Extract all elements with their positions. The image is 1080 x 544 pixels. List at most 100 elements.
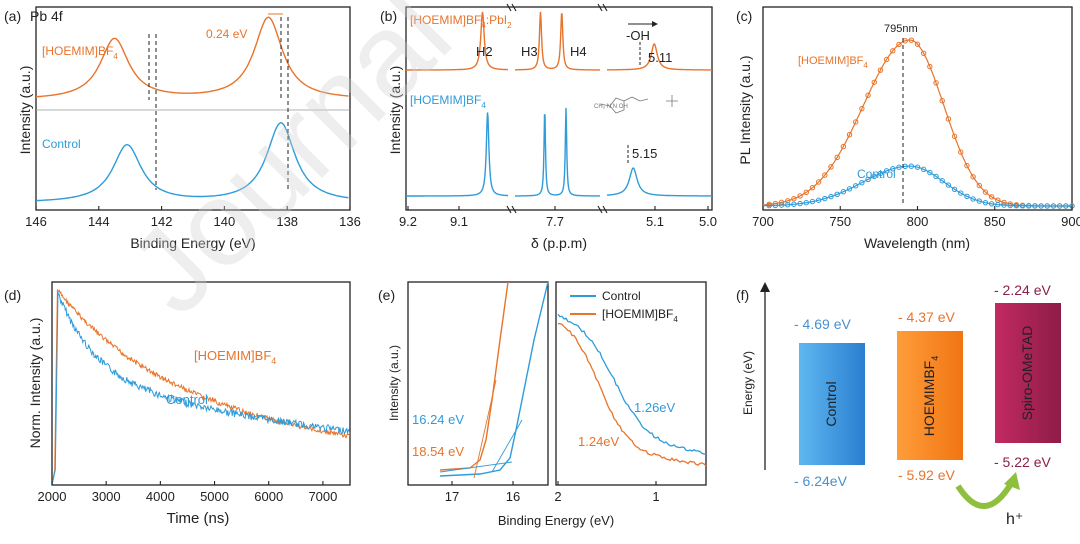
panel-c-marker-control xyxy=(772,202,779,209)
panel-c-marker-hoemim xyxy=(908,37,915,43)
panel-a-title: Pb 4f xyxy=(30,8,63,24)
panel-c-marker-control xyxy=(1001,202,1007,208)
panel-e-blue-cut: 16.24 eV xyxy=(412,412,464,427)
panel-c-marker-hoemim xyxy=(871,79,877,85)
panel-b-bottom-label: [HOEMIM]BF4 xyxy=(410,93,486,110)
panel-a-ylabel: Intensity (a.u.) xyxy=(17,66,33,155)
panel-d-tick-label-4: 6000 xyxy=(254,489,283,504)
panel-c-marker-hoemim xyxy=(890,48,896,54)
panel-c-marker-control xyxy=(896,164,902,170)
panel-e: (e) 16.24 eV 18.54 eV 1.26eV 1.24eV Cont… xyxy=(378,281,707,528)
panel-e-right-frame xyxy=(555,281,707,486)
panel-a: (a) Pb 4f 146 144 142 140 138 136 [HOEMIM]BF4… xyxy=(4,6,361,251)
panel-f-bar-hoemim xyxy=(897,331,963,460)
panel-e-ylabel: Intensity (a.u.) xyxy=(387,345,401,421)
panel-c-marker-control xyxy=(945,182,952,188)
panel-c-tick-label-2: 800 xyxy=(907,214,929,229)
panel-c-x-ticks: 700 750 800 850 900 xyxy=(752,206,1080,229)
panel-a-x-ticks: 146 144 142 140 138 136 xyxy=(25,206,361,229)
panel-c-marker-control xyxy=(951,186,958,192)
panel-d-tick-label-2: 4000 xyxy=(146,489,175,504)
panel-c-marker-control xyxy=(785,202,791,208)
panel-c-marker-control xyxy=(1032,203,1038,209)
panel-c-marker-control xyxy=(846,186,853,192)
panel-e-xlabel: Binding Energy (eV) xyxy=(498,513,614,528)
panel-c-marker-control xyxy=(908,163,915,169)
panel-c-xlabel: Wavelength (nm) xyxy=(864,235,970,251)
panel-c-marker-hoemim xyxy=(958,149,964,155)
panel-c-marker-control xyxy=(927,169,933,176)
panel-f-bar-control xyxy=(799,343,865,465)
panel-c-marker-control xyxy=(840,189,847,195)
panel-f-ylabel: Energy (eV) xyxy=(741,351,755,415)
panel-b-peak-h4: H4 xyxy=(570,44,587,59)
panel-c-frame xyxy=(762,6,1073,211)
panel-c-marker-hoemim xyxy=(822,172,828,178)
panel-b-ylabel: Intensity (a.u.) xyxy=(387,66,403,155)
panel-e-tick-label-2: 2 xyxy=(554,489,561,504)
panel-b-tick-label-0: 9.2 xyxy=(399,214,417,229)
panel-c-marker-control xyxy=(920,166,927,173)
panel-c-marker-control xyxy=(766,202,772,209)
panel-c-tick-label-0: 700 xyxy=(752,214,774,229)
panel-d-tick-label-0: 2000 xyxy=(38,489,67,504)
panel-a-tick-label-3: 140 xyxy=(214,214,236,229)
panel-c-marker-hoemim xyxy=(865,92,871,98)
panel-c-marker-hoemim xyxy=(859,105,865,112)
panel-d-x-ticks: 2000 3000 4000 5000 6000 7000 xyxy=(38,481,337,504)
panel-d-blue-label: Control xyxy=(166,392,208,407)
panel-c-marker-control xyxy=(1026,203,1032,209)
panel-c-marker-hoemim xyxy=(803,189,809,195)
panel-c-marker-control xyxy=(1013,203,1020,209)
panel-a-letter: (a) xyxy=(4,8,21,24)
panel-e-left-hoemim xyxy=(439,281,509,471)
panel-d-series-control xyxy=(51,291,351,486)
panel-b-axis-breaks xyxy=(506,3,608,214)
panel-e-letter: (e) xyxy=(378,287,395,303)
panel-a-tick-label-4: 138 xyxy=(276,214,298,229)
panel-c-marker-hoemim xyxy=(809,184,816,191)
panel-c-marker-hoemim xyxy=(791,196,797,202)
panel-a-tick-label-1: 144 xyxy=(88,214,110,229)
panel-c-marker-hoemim xyxy=(927,63,933,70)
panel-c-marker-control xyxy=(982,199,989,206)
panel-c-marker-control xyxy=(1063,203,1069,209)
panel-c-tick-label-1: 750 xyxy=(829,214,851,229)
panel-c-marker-control xyxy=(914,164,921,170)
panel-f-bar-spiro xyxy=(995,303,1061,443)
panel-c-marker-control xyxy=(970,196,976,202)
panel-c-marker-hoemim xyxy=(945,116,952,122)
panel-c-marker-control xyxy=(797,200,803,207)
panel-f-letter: (f) xyxy=(736,287,749,303)
panel-c-marker-control xyxy=(1019,203,1026,209)
panel-b-letter: (b) xyxy=(380,8,397,24)
panel-b-tick-label-1: 9.1 xyxy=(450,214,468,229)
panel-e-x-ticks: 17 16 2 1 xyxy=(445,481,660,504)
panel-f-spiro-bottom: - 5.22 eV xyxy=(994,454,1051,470)
panel-c-marker-hoemim xyxy=(988,194,995,200)
panel-c-marker-control xyxy=(890,166,896,172)
panel-c-peak-label: 795nm xyxy=(884,23,918,35)
panel-b-tick-label-3: 5.1 xyxy=(646,214,664,229)
panel-d-xlabel: Time (ns) xyxy=(167,510,230,527)
panel-d-letter: (d) xyxy=(4,287,21,303)
panel-a-tick-label-2: 142 xyxy=(151,214,173,229)
panel-f-transfer-arrowhead xyxy=(1004,472,1020,490)
panel-a-series-hoemim xyxy=(35,16,349,98)
panel-c-marker-hoemim xyxy=(883,56,890,63)
panel-d-frame xyxy=(51,281,351,486)
panel-c-marker-hoemim xyxy=(920,50,927,57)
panel-e-right-control xyxy=(557,313,707,455)
panel-c-orange-label: [HOEMIM]BF4 xyxy=(798,55,868,70)
panel-b-tick-label-4: 5.0 xyxy=(699,214,717,229)
panel-b-structure-text: CH₃ N N OH xyxy=(594,104,628,110)
panel-b-peak-h3: H3 xyxy=(521,44,538,59)
panel-d-tick-label-3: 5000 xyxy=(200,489,229,504)
panel-c-marker-hoemim xyxy=(840,143,847,150)
panel-b-x-ticks: 9.2 9.1 7.7 5.1 5.0 xyxy=(399,206,717,229)
panel-c-marker-hoemim xyxy=(828,164,834,170)
panel-e-orange-onset: 1.24eV xyxy=(578,434,620,449)
panel-c-marker-hoemim xyxy=(982,189,989,195)
panel-c-blue-label: Control xyxy=(857,167,896,181)
panel-f-control-bottom: - 6.24eV xyxy=(794,473,848,489)
